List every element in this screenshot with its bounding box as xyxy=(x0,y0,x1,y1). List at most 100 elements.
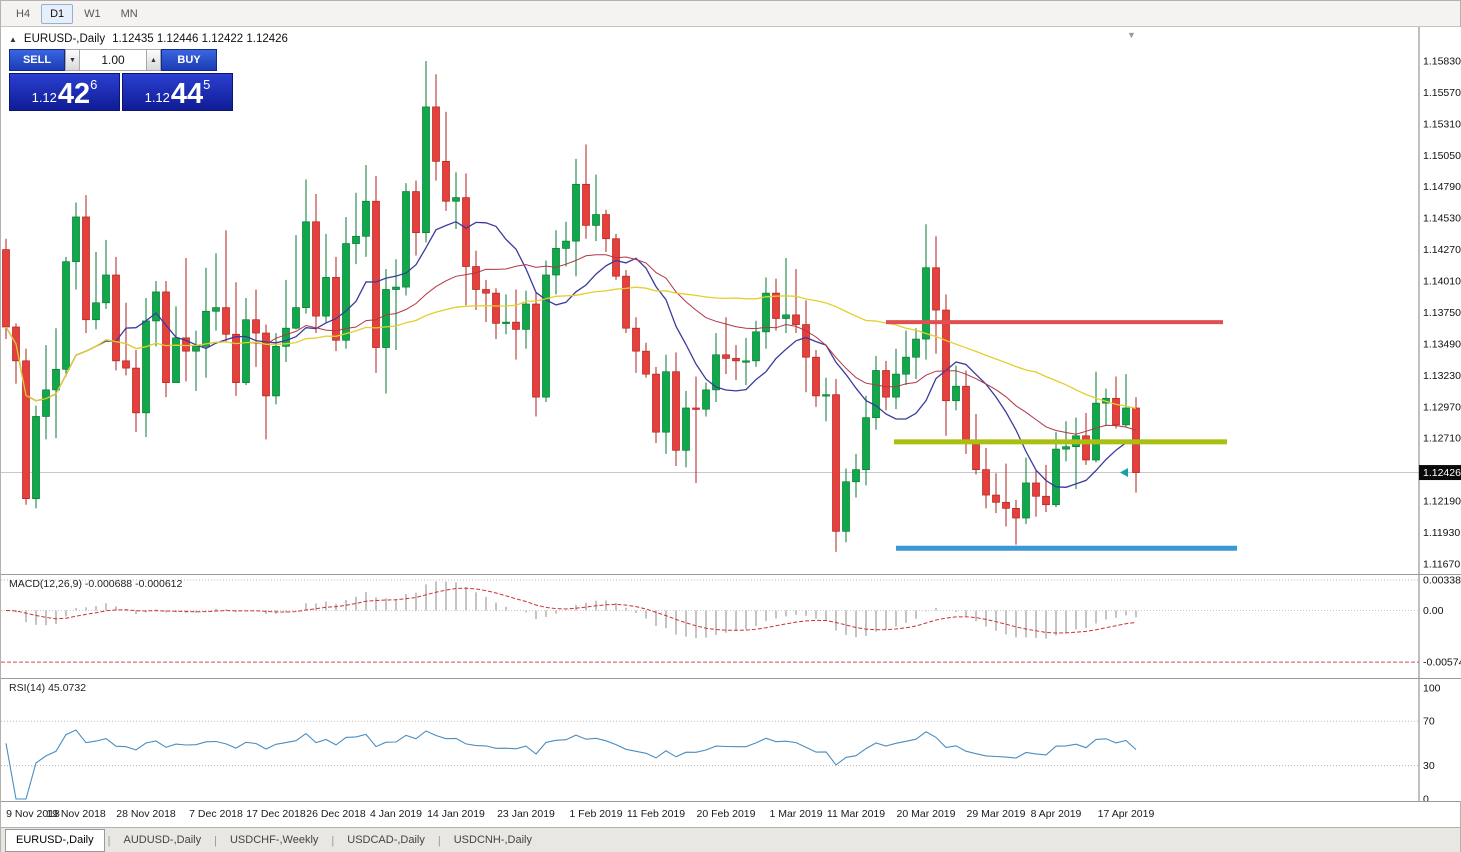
axis-label: 1.11670 xyxy=(1423,558,1460,570)
rsi-line xyxy=(5,729,1137,800)
time-axis-label: 1 Mar 2019 xyxy=(769,808,823,820)
buy-price-sup: 5 xyxy=(203,77,211,92)
buy-price-display[interactable]: 1.12 44 5 xyxy=(122,73,233,111)
axis-label: 0.003386 xyxy=(1423,575,1461,586)
macd-chart[interactable]: 0.003386 0.00 -0.00574 xyxy=(1,575,1461,678)
trendline-minor-support[interactable] xyxy=(894,439,1227,445)
time-axis-label: 14 Jan 2019 xyxy=(427,808,485,820)
tab-separator: | xyxy=(331,834,335,847)
axis-label: 0.00 xyxy=(1423,605,1444,617)
macd-panel[interactable]: MACD(12,26,9) -0.000688 -0.000612 0.0033… xyxy=(1,574,1461,678)
macd-histogram xyxy=(15,581,1137,639)
collapse-trade-panel-icon[interactable]: ▲ xyxy=(9,34,17,44)
chart-tab-1[interactable]: AUDUSD-,Daily xyxy=(123,834,202,846)
time-axis-label: 9 Nov 2018 xyxy=(6,808,60,820)
time-axis-label: 17 Apr 2019 xyxy=(1097,808,1155,820)
sell-price-prefix: 1.12 xyxy=(31,90,57,105)
time-axis-label: 11 Feb 2019 xyxy=(626,808,686,820)
trade-controls-row: SELL ▼ ▲ BUY xyxy=(9,49,233,71)
axis-label: -0.00574 xyxy=(1423,657,1461,669)
buy-price-big: 44 xyxy=(170,78,204,110)
macd-holder[interactable]: 0.003386 0.00 -0.00574 xyxy=(1,575,1461,678)
time-axis[interactable]: 9 Nov 2018 19 Nov 2018 28 Nov 2018 7 Dec 20… xyxy=(1,801,1460,827)
time-axis-label: 1 Feb 2019 xyxy=(569,808,623,820)
chart-tab-bar: EURUSD-,Daily | AUDUSD-,Daily | USDCHF-,Week… xyxy=(1,827,1460,852)
time-axis-label: 8 Apr 2019 xyxy=(1030,808,1082,820)
time-axis-label: 26 Dec 2018 xyxy=(306,808,366,820)
time-axis-label: 28 Nov 2018 xyxy=(116,808,176,820)
axis-label: 1.15570 xyxy=(1423,87,1461,99)
timeframe-buttons: H4 D1 W1 MN xyxy=(7,3,147,24)
volume-decrease-button[interactable]: ▼ xyxy=(65,49,80,71)
axis-label: 1.14530 xyxy=(1423,213,1461,225)
buy-price-prefix: 1.12 xyxy=(144,90,170,105)
rsi-holder[interactable]: 100 70 30 0 xyxy=(1,679,1461,801)
axis-label: 100 xyxy=(1423,682,1441,694)
axis-label: 1.12970 xyxy=(1423,401,1461,413)
time-axis-label: 17 Dec 2018 xyxy=(246,808,306,820)
buy-button[interactable]: BUY xyxy=(161,49,217,71)
timeframe-toolbar: H4 D1 W1 MN xyxy=(1,1,1460,27)
main-chart-holder[interactable]: 1.15830 1.15570 1.15310 1.15050 1.14790 1.145… xyxy=(1,27,1461,574)
chart-tab-2[interactable]: USDCHF-,Weekly xyxy=(229,834,319,846)
time-axis-label: 4 Jan 2019 xyxy=(370,808,422,820)
timeframe-button-w1[interactable]: W1 xyxy=(84,7,101,20)
axis-label: 1.14270 xyxy=(1423,244,1461,256)
axis-label: 1.13750 xyxy=(1423,307,1461,319)
trade-prices-row: 1.12 42 6 1.12 44 5 xyxy=(9,73,233,111)
time-axis-label: 29 Mar 2019 xyxy=(966,808,1026,820)
current-price-tag xyxy=(1419,465,1461,481)
rsi-label: RSI(14) 45.0732 xyxy=(9,682,87,694)
axis-label: 1.14790 xyxy=(1423,181,1461,193)
chart-tab-3[interactable]: USDCAD-,Daily xyxy=(347,834,425,846)
macd-label: MACD(12,26,9) -0.000688 -0.000612 xyxy=(9,578,183,590)
axis-label: 1.15310 xyxy=(1423,118,1461,130)
axis-label: 1.13230 xyxy=(1423,370,1461,382)
volume-increase-button[interactable]: ▲ xyxy=(146,49,161,71)
axis-label: 0 xyxy=(1423,794,1429,802)
axis-label: 1.11930 xyxy=(1423,527,1460,539)
candles xyxy=(2,60,1140,552)
tab-separator: | xyxy=(214,834,217,847)
time-axis-label: 7 Dec 2018 xyxy=(189,808,243,820)
chart-title: ▲ EURUSD-,Daily 1.12435 1.12446 1.12422 … xyxy=(9,33,288,45)
timeframe-button-mn[interactable]: MN xyxy=(120,7,138,20)
chart-shift-marker-icon[interactable]: ▼ xyxy=(1127,30,1136,40)
axis-label: 1.12426 xyxy=(1423,467,1461,479)
axis-label: 1.15830 xyxy=(1423,55,1461,67)
ma-50-line xyxy=(5,286,1137,410)
axis-label: 70 xyxy=(1423,716,1435,728)
main-chart-panel[interactable]: ▲ EURUSD-,Daily 1.12435 1.12446 1.12422 … xyxy=(1,27,1461,574)
sell-price-display[interactable]: 1.12 42 6 xyxy=(9,73,120,111)
axis-label: 30 xyxy=(1423,760,1435,772)
time-axis-label: 23 Jan 2019 xyxy=(497,808,555,820)
tab-separator: | xyxy=(107,834,111,847)
axis-label: 1.13490 xyxy=(1423,338,1461,350)
tab-separator: | xyxy=(437,834,441,847)
timeframe-button-d1[interactable]: D1 xyxy=(41,3,74,24)
chart-tab-0[interactable]: EURUSD-,Daily xyxy=(5,829,105,852)
chart-ohlc-label: 1.12435 1.12446 1.12422 1.12426 xyxy=(112,33,288,45)
volume-input[interactable] xyxy=(80,49,146,71)
timeframe-button-h4[interactable]: H4 xyxy=(16,7,31,20)
axis-label: 1.12190 xyxy=(1423,496,1461,508)
trendline-major-support[interactable] xyxy=(896,545,1237,551)
time-axis-label: 20 Feb 2019 xyxy=(696,808,756,820)
chart-tab-4[interactable]: USDCNH-,Daily xyxy=(453,834,532,846)
chart-symbol-label: EURUSD-,Daily xyxy=(23,33,106,45)
rsi-chart[interactable]: 100 70 30 0 xyxy=(1,679,1461,801)
one-click-trade-panel: SELL ▼ ▲ BUY 1.12 42 6 1.12 44 5 xyxy=(9,49,233,111)
ma-10-line xyxy=(5,220,1137,488)
trendline-resistance[interactable] xyxy=(886,320,1223,325)
candlestick-chart[interactable]: 1.15830 1.15570 1.15310 1.15050 1.14790 1.145… xyxy=(1,27,1461,574)
price-pointer-icon xyxy=(1120,468,1128,478)
rsi-panel[interactable]: RSI(14) 45.0732 100 70 30 0 xyxy=(1,678,1461,801)
sell-price-sup: 6 xyxy=(90,77,98,92)
sell-price-big: 42 xyxy=(57,78,91,110)
macd-signal-line xyxy=(5,587,1137,634)
sell-button[interactable]: SELL xyxy=(9,49,65,71)
time-axis-label: 11 Mar 2019 xyxy=(826,808,886,820)
axis-label: 1.15050 xyxy=(1423,150,1461,162)
axis-label: 1.12710 xyxy=(1423,433,1461,445)
